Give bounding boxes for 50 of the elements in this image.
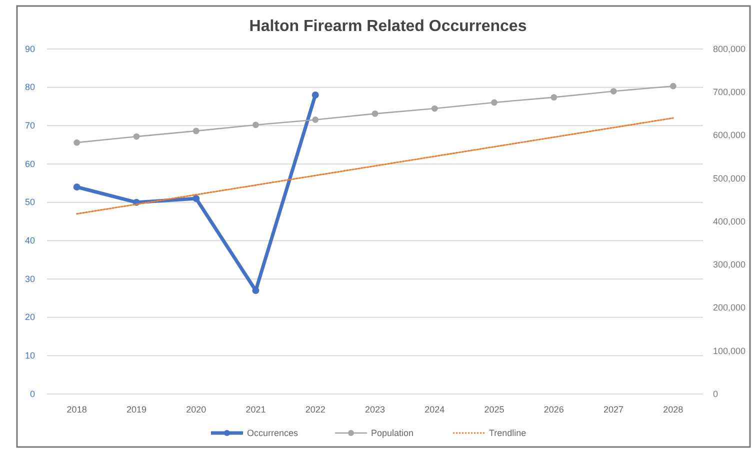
x-tick-label: 2023 — [364, 404, 386, 414]
point — [73, 184, 80, 190]
point — [133, 133, 140, 140]
y-tick-label: 60 — [24, 158, 35, 169]
point — [670, 82, 676, 90]
x-tick-label: 2020 — [186, 404, 206, 414]
chart-title: Halton Firearm Related Occurrences — [249, 18, 527, 35]
point — [550, 94, 558, 100]
point — [192, 128, 200, 134]
x-tick-label: 2018 — [66, 404, 87, 414]
x-tick-label: 2024 — [424, 404, 445, 414]
y-tick-label: 10 — [24, 350, 35, 361]
y-tick-label: 90 — [24, 44, 35, 54]
y-tick-label: 40 — [24, 236, 35, 246]
x-tick-label: 2027 — [604, 404, 624, 414]
y-tick-label: 80 — [24, 82, 35, 92]
point — [252, 122, 259, 128]
point — [74, 139, 80, 146]
point — [491, 99, 498, 106]
x-tick-label: 2021 — [246, 404, 266, 414]
y-tick-label: 50 — [24, 197, 35, 208]
y-tick-label: 70 — [24, 120, 35, 131]
legend-label: Occurrences — [247, 428, 299, 438]
y-tick-label: 30 — [24, 274, 35, 284]
point — [252, 287, 260, 294]
y2-tick-label: 700,000 — [713, 87, 746, 98]
point — [192, 195, 200, 202]
y2-tick-label: 800,000 — [713, 44, 746, 54]
y2-tick-label: 500,000 — [713, 173, 746, 184]
point — [610, 88, 617, 94]
y-tick-label: 0 — [30, 388, 35, 399]
y2-tick-label: 100,000 — [713, 346, 746, 356]
y2-tick-label: 0 — [713, 388, 718, 399]
y2-tick-label: 400,000 — [713, 216, 746, 226]
y2-tick-label: 200,000 — [713, 302, 746, 313]
point — [431, 105, 438, 112]
point — [312, 92, 319, 98]
x-tick-label: 2026 — [544, 404, 564, 414]
point — [372, 110, 378, 117]
y2-tick-label: 300,000 — [713, 260, 746, 270]
line-series — [76, 117, 674, 215]
x-tick-label: 2028 — [663, 404, 684, 414]
legend-label: Population — [371, 428, 414, 438]
x-tick-label: 2019 — [126, 404, 146, 414]
x-tick-label: 2025 — [484, 404, 504, 414]
x-tick-label: 2022 — [305, 404, 326, 414]
point — [312, 116, 319, 123]
legend-label: Trendline — [489, 428, 526, 438]
y-tick-label: 20 — [24, 312, 35, 322]
y2-tick-label: 600,000 — [713, 130, 746, 140]
